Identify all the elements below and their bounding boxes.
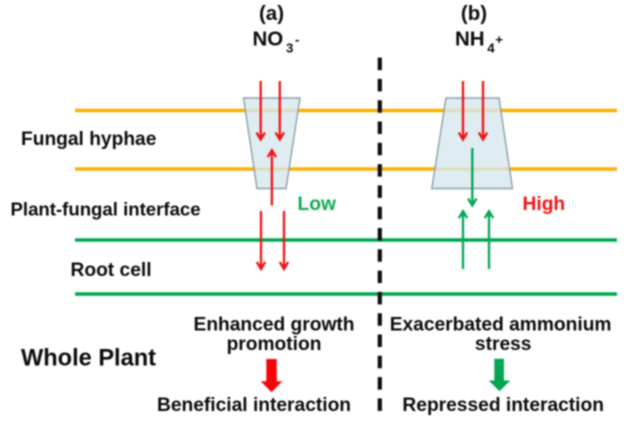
svg-text:NH: NH <box>455 28 485 51</box>
svg-text:Enhanced growth: Enhanced growth <box>194 314 355 335</box>
svg-text:stress: stress <box>475 334 532 355</box>
svg-text:Low: Low <box>298 194 336 215</box>
svg-text:Plant-fungal interface: Plant-fungal interface <box>11 198 201 219</box>
svg-text:Root cell: Root cell <box>71 260 152 281</box>
svg-text:Beneficial interaction: Beneficial interaction <box>157 395 351 416</box>
svg-text:3: 3 <box>286 41 293 56</box>
svg-text:NO: NO <box>253 28 284 51</box>
svg-text:4: 4 <box>487 41 495 56</box>
svg-text:Fungal hyphae: Fungal hyphae <box>21 129 157 150</box>
svg-text:(a): (a) <box>259 2 284 25</box>
svg-text:Repressed interaction: Repressed interaction <box>402 395 604 416</box>
svg-text:(b): (b) <box>461 2 487 25</box>
svg-text:High: High <box>523 194 566 215</box>
svg-text:Exacerbated ammonium: Exacerbated ammonium <box>390 314 612 335</box>
svg-text:Whole Plant: Whole Plant <box>21 346 156 372</box>
svg-text:promotion: promotion <box>227 334 322 355</box>
svg-text:+: + <box>495 32 503 47</box>
svg-text:-: - <box>295 32 299 47</box>
